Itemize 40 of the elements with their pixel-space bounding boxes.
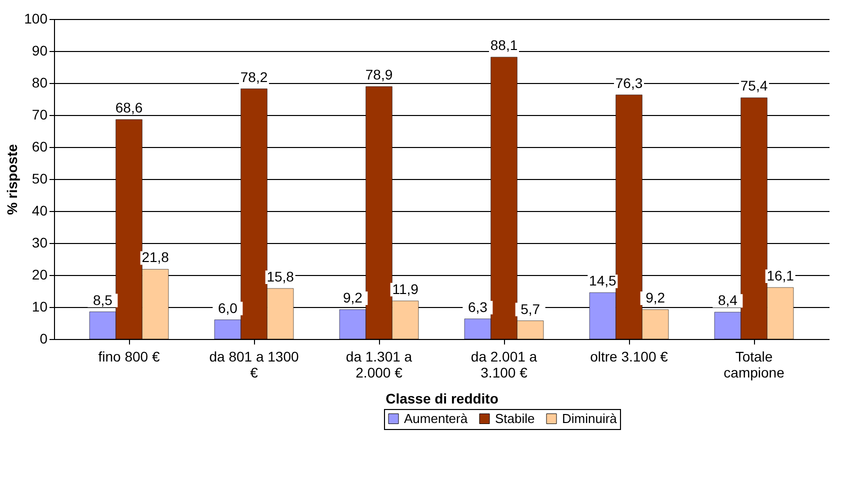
data-label: 9,2	[646, 290, 666, 306]
data-label: 78,2	[240, 68, 268, 85]
data-label: 88,1	[490, 37, 518, 54]
y-tick-label: 10	[32, 298, 48, 314]
x-tick-label: da 1.301 a 2.000 €	[346, 348, 412, 380]
data-label: 78,9	[365, 66, 393, 83]
data-label: 68,6	[115, 99, 143, 116]
y-tick-label: 20	[32, 266, 48, 282]
data-label: 5,7	[520, 300, 540, 317]
x-tick-label: Totale campione	[724, 348, 785, 380]
data-label: 8,5	[92, 292, 113, 308]
y-axis-title: % risposte	[4, 144, 20, 215]
y-tick-label: 60	[32, 138, 48, 154]
data-label: 11,9	[392, 280, 419, 297]
y-tick-label: 50	[32, 170, 48, 186]
data-label: 76,3	[615, 74, 643, 91]
legend-label: Diminuirà	[562, 410, 618, 426]
legend-label: Stabile	[495, 410, 535, 426]
data-label: 8,4	[718, 292, 738, 308]
data-label: 16,1	[766, 267, 794, 284]
y-tick-label: 30	[32, 234, 48, 250]
data-label: 6,3	[468, 298, 488, 315]
data-label: 15,8	[266, 268, 294, 284]
y-tick-label: 100	[24, 10, 48, 26]
y-tick-label: 70	[32, 106, 48, 122]
y-tick-label: 80	[32, 74, 48, 90]
data-label: 6,0	[218, 300, 238, 316]
y-tick-label: 40	[32, 202, 48, 218]
data-label: 75,4	[740, 78, 768, 94]
x-tick-label: oltre 3.100 €	[590, 348, 668, 364]
data-label: 9,2	[342, 290, 363, 306]
legend-label: Aumenterà	[404, 410, 468, 426]
y-tick-label: 90	[32, 42, 48, 58]
y-tick-label: 0	[40, 330, 48, 346]
x-axis-title: Classe di reddito	[386, 390, 498, 406]
data-label: 21,8	[142, 249, 170, 266]
x-tick-label: fino 800 €	[98, 348, 160, 364]
x-tick-label: da 2.001 a 3.100 €	[470, 348, 538, 380]
x-tick-label: da 801 a 1300 €	[209, 348, 299, 380]
data-label: 14,5	[589, 272, 617, 289]
